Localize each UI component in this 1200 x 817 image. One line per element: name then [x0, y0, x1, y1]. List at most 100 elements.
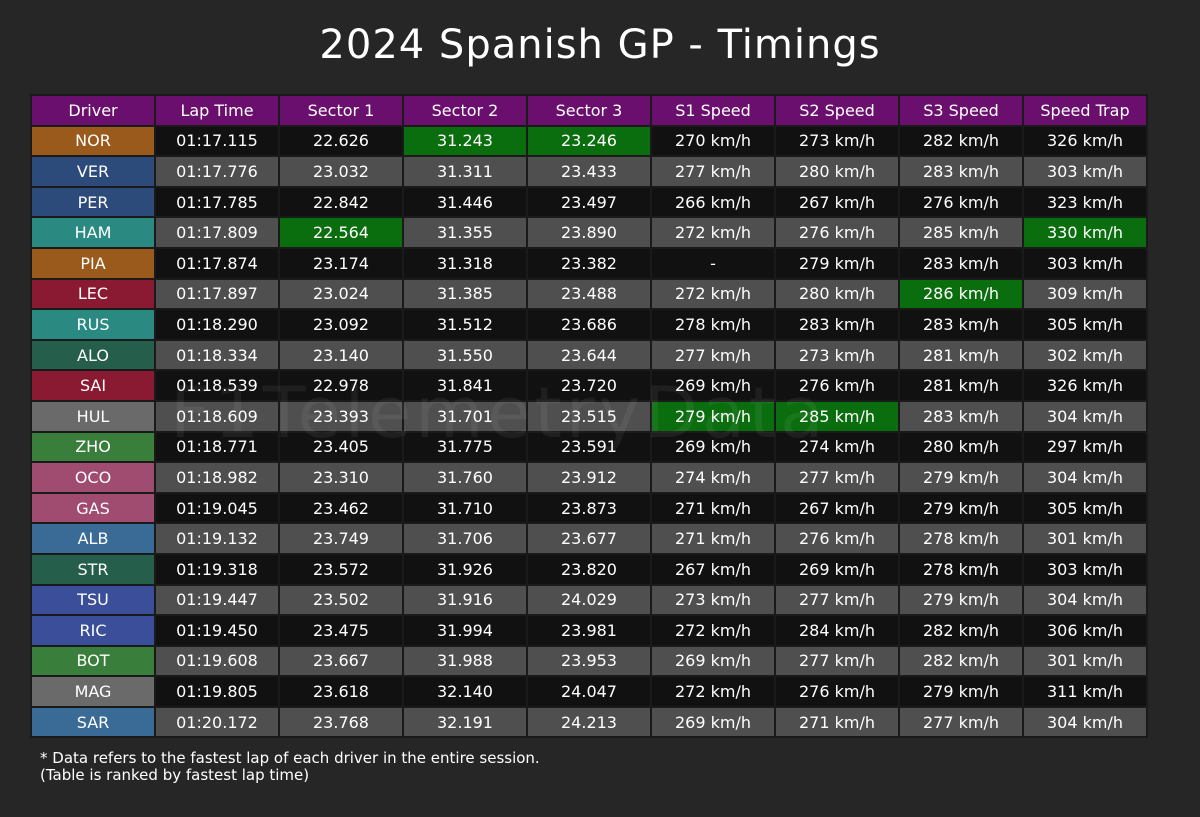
data-cell: 271 km/h	[652, 524, 774, 553]
data-cell: 276 km/h	[776, 371, 898, 400]
data-cell: 01:20.172	[156, 707, 278, 737]
column-header: Sector 1	[280, 96, 402, 125]
data-cell: 273 km/h	[776, 340, 898, 370]
data-cell: 31.760	[404, 463, 526, 492]
data-cell: 01:19.447	[156, 585, 278, 615]
data-cell: 272 km/h	[652, 616, 774, 645]
data-cell: 282 km/h	[900, 616, 1022, 645]
data-cell: 23.686	[528, 310, 650, 339]
driver-cell: TSU	[32, 585, 154, 615]
data-cell: 23.591	[528, 432, 650, 462]
data-cell: 271 km/h	[776, 707, 898, 737]
data-cell: 23.820	[528, 554, 650, 584]
data-cell: 297 km/h	[1024, 432, 1146, 462]
data-cell: 31.311	[404, 157, 526, 186]
data-cell: 23.310	[280, 463, 402, 492]
table-row: ALB 01:19.132 23.749 31.706 23.677 271 km/h 27…	[32, 524, 1146, 553]
data-cell: 277 km/h	[652, 340, 774, 370]
data-cell: 23.488	[528, 279, 650, 309]
table-row: PER 01:17.785 22.842 31.446 23.497 266 km/h 26…	[32, 187, 1146, 217]
data-cell: 23.497	[528, 187, 650, 217]
data-cell: 23.768	[280, 707, 402, 737]
data-cell: 269 km/h	[652, 371, 774, 400]
driver-cell: LEC	[32, 279, 154, 309]
data-cell: 31.550	[404, 340, 526, 370]
table-row: MAG 01:19.805 23.618 32.140 24.047 272 km/h 27…	[32, 677, 1146, 706]
data-cell: 283 km/h	[900, 248, 1022, 278]
table-row: NOR 01:17.115 22.626 31.243 23.246 270 km/h 27…	[32, 126, 1146, 156]
data-cell: 276 km/h	[776, 218, 898, 247]
driver-cell: OCO	[32, 463, 154, 492]
footnotes: * Data refers to the fastest lap of each…	[40, 750, 540, 784]
data-cell: 278 km/h	[652, 310, 774, 339]
data-cell: 01:18.539	[156, 371, 278, 400]
data-cell: 31.916	[404, 585, 526, 615]
data-cell: 279 km/h	[900, 677, 1022, 706]
data-cell: 279 km/h	[900, 493, 1022, 523]
data-cell: 279 km/h	[900, 585, 1022, 615]
data-cell: 31.701	[404, 401, 526, 431]
data-cell: 301 km/h	[1024, 524, 1146, 553]
data-cell: 31.243	[404, 126, 526, 156]
data-cell: 278 km/h	[900, 524, 1022, 553]
data-cell: 31.926	[404, 554, 526, 584]
data-cell: 271 km/h	[652, 493, 774, 523]
driver-cell: SAR	[32, 707, 154, 737]
footnote: (Table is ranked by fastest lap time)	[40, 766, 310, 784]
data-cell: 304 km/h	[1024, 401, 1146, 431]
table-body: NOR 01:17.115 22.626 31.243 23.246 270 km/h 27…	[32, 126, 1146, 737]
data-cell: 01:17.776	[156, 157, 278, 186]
footnote: * Data refers to the fastest lap of each…	[40, 749, 540, 767]
data-cell: 31.994	[404, 616, 526, 645]
data-cell: 301 km/h	[1024, 646, 1146, 676]
data-cell: 01:19.132	[156, 524, 278, 553]
data-cell: 23.572	[280, 554, 402, 584]
driver-cell: NOR	[32, 126, 154, 156]
data-cell: 23.667	[280, 646, 402, 676]
data-cell: 31.318	[404, 248, 526, 278]
table-row: LEC 01:17.897 23.024 31.385 23.488 272 km/h 28…	[32, 279, 1146, 309]
data-cell: 01:19.318	[156, 554, 278, 584]
column-header: Sector 3	[528, 96, 650, 125]
data-cell: 23.140	[280, 340, 402, 370]
data-cell: 23.890	[528, 218, 650, 247]
data-cell: 23.953	[528, 646, 650, 676]
table-row: PIA 01:17.874 23.174 31.318 23.382-279 km/h 2…	[32, 248, 1146, 278]
table-row: RUS 01:18.290 23.092 31.512 23.686 278 km/h 28…	[32, 310, 1146, 339]
table-row: STR 01:19.318 23.572 31.926 23.820 267 km/h 26…	[32, 554, 1146, 584]
data-cell: 276 km/h	[900, 187, 1022, 217]
data-cell: 267 km/h	[776, 187, 898, 217]
data-cell: 282 km/h	[900, 646, 1022, 676]
data-cell: 311 km/h	[1024, 677, 1146, 706]
data-cell: 282 km/h	[900, 126, 1022, 156]
data-cell: 23.246	[528, 126, 650, 156]
data-cell: 24.213	[528, 707, 650, 737]
data-cell: 22.978	[280, 371, 402, 400]
data-cell: 23.618	[280, 677, 402, 706]
data-cell: 23.174	[280, 248, 402, 278]
data-cell: 23.475	[280, 616, 402, 645]
data-cell: 273 km/h	[776, 126, 898, 156]
data-cell: 272 km/h	[652, 279, 774, 309]
table-row: ZHO 01:18.771 23.405 31.775 23.591 269 km/h 27…	[32, 432, 1146, 462]
column-header: Lap Time	[156, 96, 278, 125]
data-cell: 23.032	[280, 157, 402, 186]
data-cell: 306 km/h	[1024, 616, 1146, 645]
table-row: TSU 01:19.447 23.502 31.916 24.029 273 km/h 27…	[32, 585, 1146, 615]
data-cell: 274 km/h	[776, 432, 898, 462]
data-cell: 01:19.045	[156, 493, 278, 523]
data-cell: 270 km/h	[652, 126, 774, 156]
table-row: BOT 01:19.608 23.667 31.988 23.953 269 km/h 27…	[32, 646, 1146, 676]
data-cell: 283 km/h	[900, 401, 1022, 431]
data-cell: 23.749	[280, 524, 402, 553]
table-row: GAS 01:19.045 23.462 31.710 23.873 271 km/h 26…	[32, 493, 1146, 523]
data-cell: 281 km/h	[900, 340, 1022, 370]
data-cell: 274 km/h	[652, 463, 774, 492]
data-cell: 330 km/h	[1024, 218, 1146, 247]
driver-cell: MAG	[32, 677, 154, 706]
data-cell: 277 km/h	[776, 585, 898, 615]
data-cell: 269 km/h	[652, 646, 774, 676]
data-cell: 285 km/h	[900, 218, 1022, 247]
data-cell: 31.710	[404, 493, 526, 523]
data-cell: 303 km/h	[1024, 248, 1146, 278]
